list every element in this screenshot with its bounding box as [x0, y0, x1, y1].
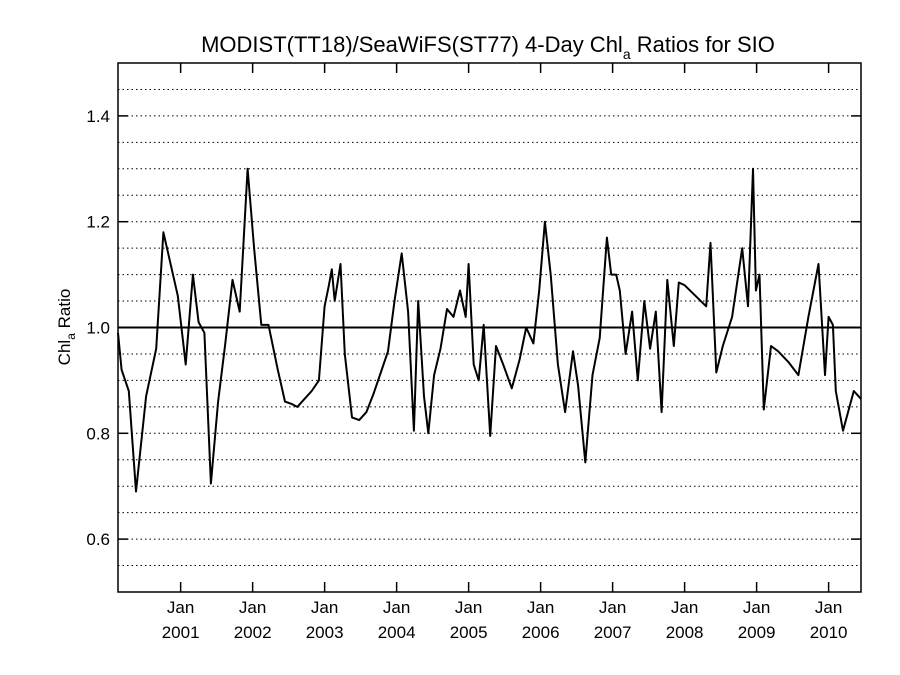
- x-tick-label-month: Jan: [167, 598, 194, 617]
- y-axis-label-tail: Ratio: [55, 289, 74, 333]
- x-tick-label-month: Jan: [815, 598, 842, 617]
- y-axis-label: Chla Ratio: [55, 289, 78, 366]
- x-tick-label-year: 2010: [810, 623, 848, 642]
- series-line: [117, 167, 862, 493]
- x-tick-label-month: Jan: [527, 598, 554, 617]
- y-tick-label: 1.0: [86, 319, 110, 338]
- x-tick-label-month: Jan: [311, 598, 338, 617]
- chart-title: MODIST(TT18)/SeaWiFS(ST77) 4-Day Chla Ra…: [201, 32, 775, 62]
- x-tick-label-year: 2006: [522, 623, 560, 642]
- chart-title-subscript: a: [623, 46, 631, 62]
- x-tick-label-month: Jan: [671, 598, 698, 617]
- x-tick-label-year: 2008: [666, 623, 704, 642]
- x-tick-label-year: 2001: [162, 623, 200, 642]
- x-tick-label-month: Jan: [383, 598, 410, 617]
- x-tick-label-month: Jan: [239, 598, 266, 617]
- x-tick-label-year: 2005: [450, 623, 488, 642]
- y-axis-label-subscript: a: [64, 333, 78, 340]
- x-tick-label-month: Jan: [743, 598, 770, 617]
- y-axis-label-main: Chl: [55, 340, 74, 366]
- y-tick-label: 0.6: [86, 530, 110, 549]
- x-tick-label-year: 2004: [378, 623, 416, 642]
- x-tick-label-month: Jan: [599, 598, 626, 617]
- x-tick-label-month: Jan: [455, 598, 482, 617]
- y-tick-label: 1.4: [86, 107, 110, 126]
- y-tick-label: 0.8: [86, 424, 110, 443]
- series-points: [117, 168, 862, 493]
- x-tick-label-year: 2002: [234, 623, 272, 642]
- x-tick-label-year: 2003: [306, 623, 344, 642]
- y-axis: 0.6 0.8 1.0 1.2 1.4: [86, 107, 861, 549]
- chart-title-tail: Ratios for SIO: [631, 32, 775, 57]
- x-tick-label-year: 2009: [738, 623, 776, 642]
- chart-title-main: MODIST(TT18)/SeaWiFS(ST77) 4-Day Chl: [201, 32, 623, 57]
- y-tick-label: 1.2: [86, 213, 110, 232]
- x-axis: Jan 2001 Jan 2002 Jan 2003 Jan 2004 Jan 2005 Jan 20…: [162, 63, 848, 642]
- x-tick-label-year: 2007: [594, 623, 632, 642]
